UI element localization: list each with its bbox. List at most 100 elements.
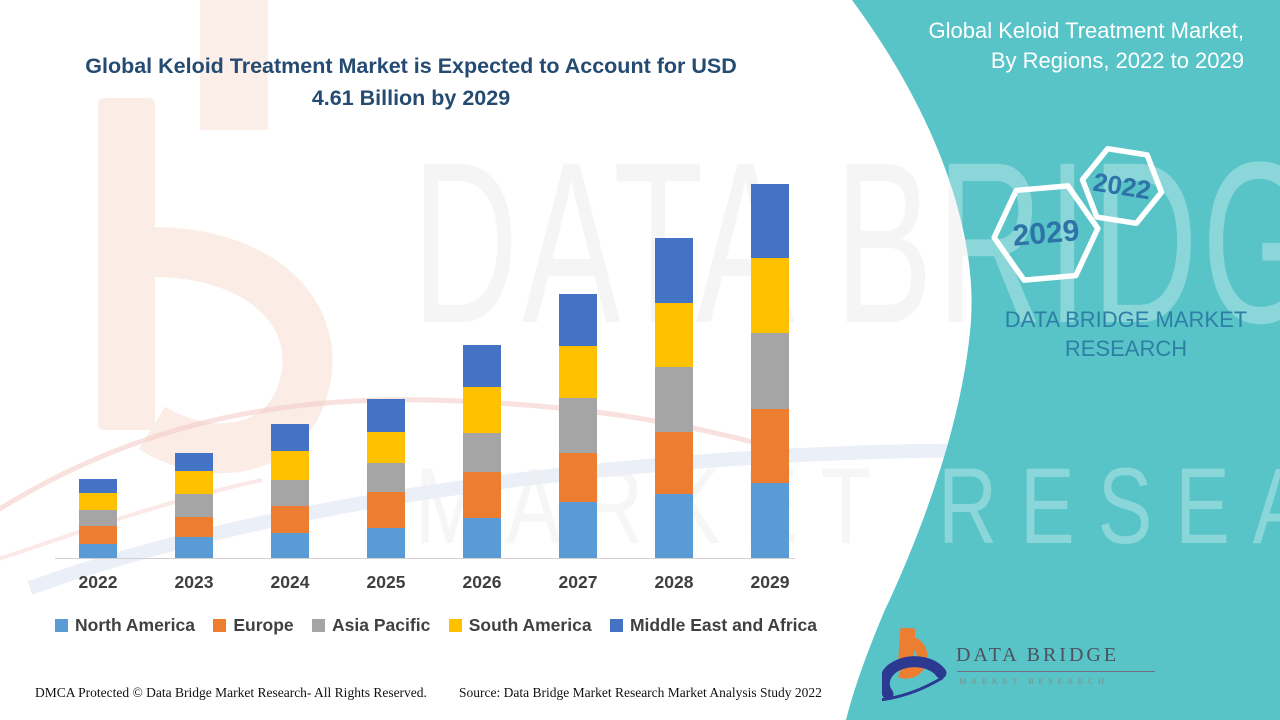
hexagon-2022-label: 2022 (1091, 167, 1153, 206)
bar-segment-south-america-2022 (79, 493, 117, 511)
bar-2028 (655, 238, 693, 558)
x-axis-label-2027: 2027 (558, 572, 598, 592)
databridge-logo-icon (882, 627, 947, 702)
bar-segment-asia-pacific-2029 (751, 332, 789, 409)
x-axis-labels: 2022 2023 2024 2025 2026 2027 2028 2029 (55, 572, 800, 598)
bar-2026 (463, 344, 501, 558)
bar-segment-asia-pacific-2027 (559, 398, 597, 454)
bar-segment-north-america-2023 (175, 536, 213, 558)
bar-segment-asia-pacific-2024 (271, 480, 309, 507)
hexagon-2022-outline (1079, 145, 1165, 227)
legend-swatch-north-america (55, 619, 68, 632)
bar-segment-europe-2028 (655, 432, 693, 494)
x-axis-label-2024: 2024 (270, 572, 310, 592)
watermark-b-bowl (139, 227, 333, 474)
footer-dmca-text: DMCA Protected © Data Bridge Market Rese… (35, 685, 427, 700)
bar-segment-europe-2022 (79, 526, 117, 545)
bar-segment-asia-pacific-2025 (367, 463, 405, 493)
bar-segment-middle-east-and-africa-2022 (79, 479, 117, 494)
logo-underline (957, 671, 1155, 672)
legend-swatch-europe (213, 619, 227, 632)
bar-segment-south-america-2027 (559, 345, 597, 399)
x-axis-baseline (55, 558, 795, 559)
bar-segment-asia-pacific-2026 (463, 433, 501, 473)
logo-d-tail (882, 676, 944, 702)
watermark-band (200, 0, 268, 130)
chart-title-line2: 4.61 Billion by 2029 (311, 86, 511, 110)
bar-segment-middle-east-and-africa-2029 (751, 184, 789, 259)
x-axis-label-2022: 2022 (78, 572, 118, 592)
bar-2025 (367, 399, 405, 558)
legend-label: Middle East and Africa (629, 615, 817, 635)
legend-label: Europe (233, 615, 294, 635)
bar-segment-middle-east-and-africa-2025 (367, 399, 405, 433)
chart-legend: North America Europe Asia Pacific South Ame… (55, 615, 817, 636)
legend-item-south-america: South America (448, 615, 592, 636)
bar-segment-north-america-2024 (271, 532, 309, 558)
chart-title-line1: Global Keloid Treatment Market is Expect… (85, 54, 737, 78)
bar-segment-asia-pacific-2023 (175, 493, 213, 517)
bar-segment-europe-2023 (175, 516, 213, 537)
bar-2029 (751, 184, 789, 558)
bar-2027 (559, 293, 597, 558)
hexagon-2029-outline (991, 183, 1101, 283)
bar-segment-europe-2029 (751, 408, 789, 483)
x-axis-label-2028: 2028 (654, 572, 694, 592)
bar-segment-asia-pacific-2028 (655, 367, 693, 433)
legend-swatch-south-america (448, 619, 462, 632)
bar-segment-middle-east-and-africa-2026 (463, 344, 501, 388)
x-axis-label-2025: 2025 (366, 572, 406, 592)
watermark-red-ribbon-2 (0, 478, 263, 561)
bar-segment-middle-east-and-africa-2027 (559, 293, 597, 346)
legend-label: Asia Pacific (332, 615, 431, 635)
bar-segment-north-america-2028 (655, 493, 693, 558)
bar-segment-europe-2024 (271, 506, 309, 533)
bar-2022 (79, 479, 117, 558)
bar-segment-south-america-2026 (463, 387, 501, 434)
logo-d-swoosh (882, 656, 947, 700)
legend-item-north-america: North America (55, 615, 195, 636)
bar-segment-south-america-2029 (751, 258, 789, 333)
x-axis-label-2026: 2026 (462, 572, 502, 592)
x-axis-label-2029: 2029 (750, 572, 790, 592)
bar-chart (55, 170, 800, 558)
bar-segment-south-america-2023 (175, 471, 213, 494)
watermark-red-ribbon (0, 397, 791, 512)
bar-segment-europe-2027 (559, 453, 597, 502)
bar-segment-middle-east-and-africa-2024 (271, 424, 309, 451)
legend-item-middle-east-and-africa: Middle East and Africa (609, 615, 817, 636)
logo-tagline: MARKET RESEARCH (959, 676, 1109, 686)
bar-segment-south-america-2024 (271, 450, 309, 481)
teal-panel-shape (846, 0, 1280, 720)
panel-heading: Global Keloid Treatment Market, By Regio… (928, 18, 1244, 73)
bar-segment-south-america-2028 (655, 302, 693, 368)
hexagon-2029: 2029 (991, 183, 1101, 283)
bar-2024 (271, 424, 309, 558)
legend-swatch-asia-pacific (312, 619, 326, 632)
bar-segment-middle-east-and-africa-2028 (655, 238, 693, 303)
bar-segment-north-america-2026 (463, 518, 501, 558)
watermark-b-stem (98, 98, 155, 430)
bar-segment-north-america-2029 (751, 482, 789, 558)
bar-segment-europe-2025 (367, 492, 405, 528)
hexagon-badges: 2029 2022 (991, 145, 1165, 283)
bar-segment-north-america-2022 (79, 544, 117, 558)
legend-swatch-middle-east-and-africa (609, 619, 623, 632)
chart-title: Global Keloid Treatment Market is Expect… (58, 50, 764, 114)
footer-source-text: Source: Data Bridge Market Research Mark… (459, 685, 822, 700)
panel-brand-text: DATA BRIDGE MARKET RESEARCH (1004, 307, 1248, 361)
hexagon-2029-label: 2029 (1011, 214, 1080, 253)
bar-segment-asia-pacific-2022 (79, 510, 117, 527)
bar-segment-north-america-2025 (367, 528, 405, 558)
bar-2023 (175, 452, 213, 558)
bar-segment-north-america-2027 (559, 502, 597, 558)
bar-segment-europe-2026 (463, 472, 501, 519)
logo-wordmark: DATA BRIDGE (956, 644, 1120, 666)
legend-label: South America (468, 615, 592, 635)
legend-label: North America (75, 615, 195, 635)
legend-item-europe: Europe (213, 615, 294, 636)
bar-segment-middle-east-and-africa-2023 (175, 452, 213, 472)
legend-item-asia-pacific: Asia Pacific (312, 615, 430, 636)
